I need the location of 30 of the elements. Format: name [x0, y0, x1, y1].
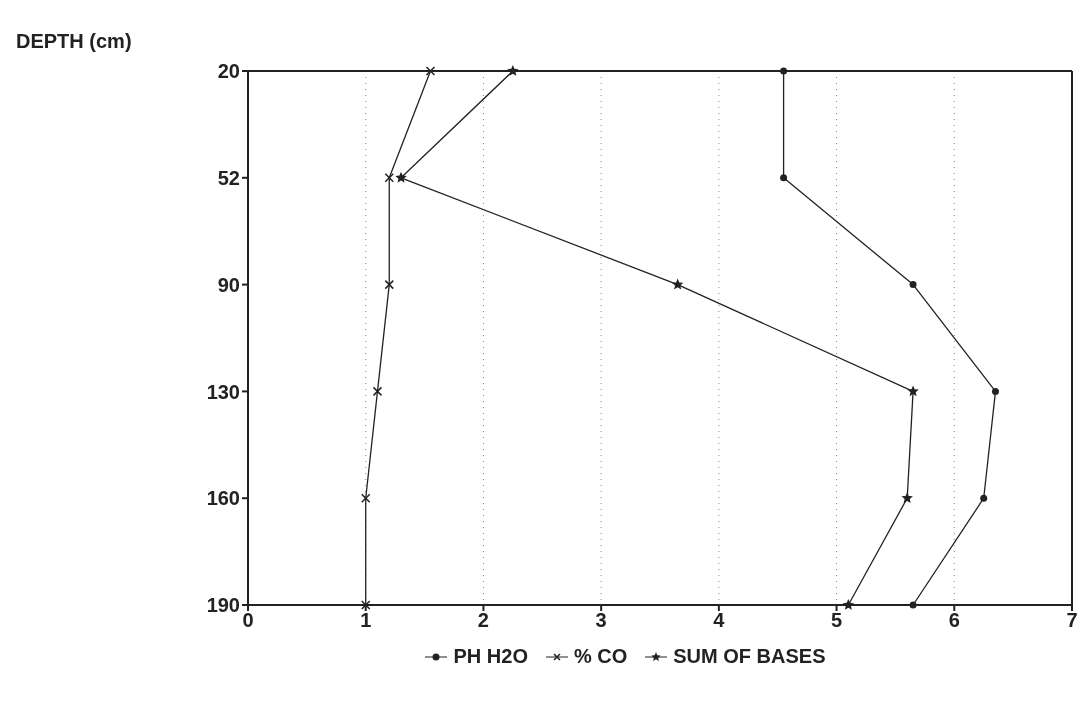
y-tick-label: 52: [217, 166, 240, 189]
y-tick-label: 190: [206, 594, 240, 617]
y-tick-label: 130: [206, 380, 240, 403]
legend-label: PH H2O: [452, 645, 528, 668]
point: [671, 278, 684, 290]
y-tick-label: 160: [206, 487, 240, 510]
x-tick-label: 3: [595, 609, 607, 632]
point: [780, 67, 788, 75]
point: [991, 387, 999, 395]
y-tick-label: 20: [217, 60, 240, 83]
point: [909, 601, 917, 609]
point: [842, 599, 855, 610]
x-tick-label: 6: [948, 609, 960, 632]
point: [901, 492, 913, 504]
x-tick-label: 5: [831, 609, 843, 632]
point: [507, 65, 519, 76]
x-tick-label: 1: [360, 609, 372, 632]
y-tick-label: 90: [217, 273, 240, 296]
x-tick-label: 4: [713, 609, 726, 632]
legend-label: % CO: [572, 645, 628, 668]
point: [780, 174, 788, 182]
y-axis-title: DEPTH (cm): [16, 30, 132, 53]
point: [395, 171, 407, 183]
x-tick-label: 2: [477, 609, 489, 632]
point: [909, 281, 917, 289]
x-tick-label: 0: [242, 609, 254, 632]
point: [980, 494, 988, 502]
x-tick-label: 7: [1066, 609, 1078, 632]
point: [907, 385, 919, 397]
legend-label: SUM OF BASES: [672, 645, 826, 668]
